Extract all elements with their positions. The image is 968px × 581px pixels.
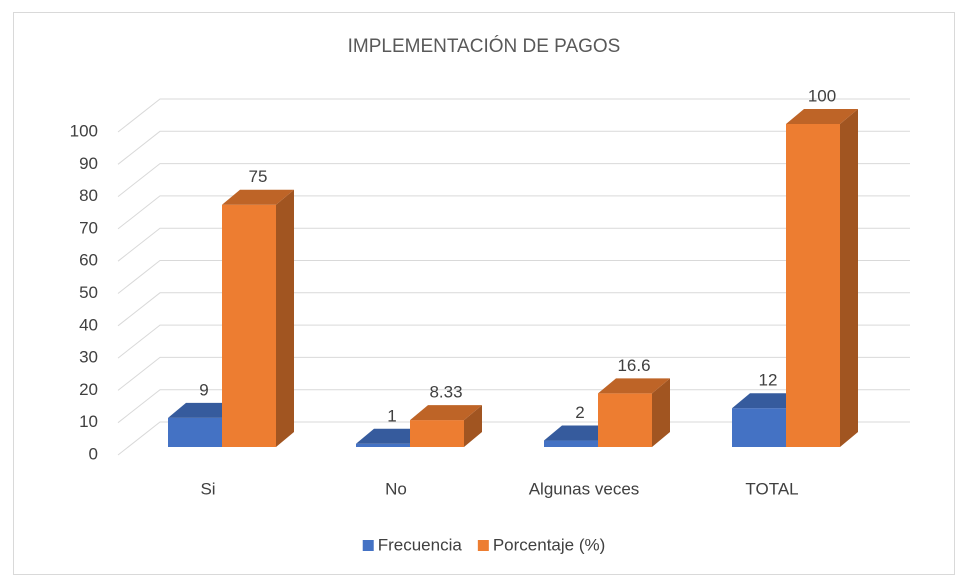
y-tick-label: 20 [79,380,98,399]
grid-line [117,98,910,133]
data-label: 2 [575,403,584,422]
x-tick-label: No [385,479,407,498]
bar-top [222,189,294,205]
grid-line [117,356,910,391]
data-label: 75 [249,167,268,186]
bar-front [222,204,276,447]
y-tick-label: 90 [79,154,98,173]
bar-front [598,393,652,447]
data-label: 9 [199,380,208,399]
legend: Frecuencia Porcentaje (%) [362,535,605,554]
bar-top [410,405,482,421]
data-label: 100 [808,86,836,105]
bar [410,405,482,447]
y-tick-label: 40 [79,315,98,334]
data-label: 8.33 [429,383,462,402]
bar [598,378,670,447]
y-tick-label: 50 [79,283,98,302]
bar-top [786,109,858,124]
data-label: 1 [387,406,396,425]
bar-front [786,124,840,447]
y-tick-label: 0 [89,444,98,463]
grid-line [117,227,910,262]
bar-front [410,420,464,447]
bar-top [598,378,670,394]
x-tick-label: Si [200,479,215,498]
bar-side [652,378,670,447]
grid-line [117,324,910,359]
grid-line [117,130,910,165]
y-tick-label: 70 [79,218,98,237]
data-label: 16.6 [617,356,650,375]
bar-side [276,189,294,447]
grid-line [117,292,910,327]
legend-label: Porcentaje (%) [493,535,605,554]
bar-front [356,443,410,447]
y-tick-label: 10 [79,412,98,431]
bar-front [544,440,598,447]
legend-label: Frecuencia [378,535,463,554]
y-tick-label: 100 [70,121,98,140]
chart-title: IMPLEMENTACIÓN DE PAGOS [348,35,621,57]
y-tick-label: 80 [79,186,98,205]
legend-swatch [362,540,374,551]
grid-line [117,260,910,294]
bar-front [168,417,222,447]
bar-front [732,408,786,447]
bar-side [464,405,482,447]
data-label: 12 [759,371,778,390]
grid-line [117,163,910,197]
x-tick-label: TOTAL [745,479,798,498]
x-tick-label: Algunas veces [529,479,640,498]
legend-swatch [477,540,489,551]
y-tick-label: 30 [79,348,98,367]
bar [222,189,294,447]
grid-line [117,195,910,230]
bar [786,109,858,447]
bar-side [840,109,858,447]
y-tick-label: 60 [79,251,98,270]
